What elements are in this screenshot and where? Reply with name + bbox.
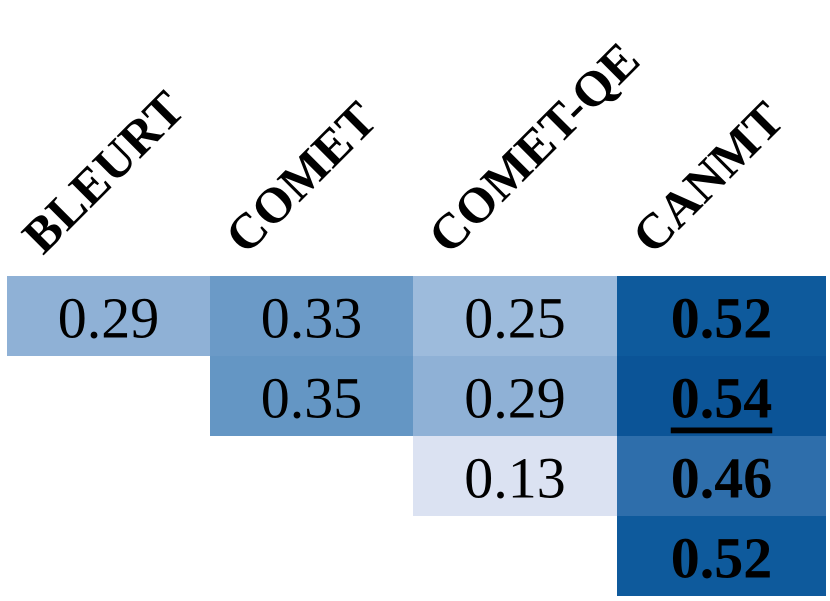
column-header: CANMT — [621, 91, 794, 264]
cell-value: 0.33 — [261, 286, 363, 351]
cell-value: 0.52 — [671, 286, 773, 351]
cell — [413, 436, 617, 516]
cell — [7, 276, 210, 356]
cell-value: 0.54 — [671, 366, 773, 431]
column-header: COMET-QE — [417, 31, 650, 264]
column-header: BLEURT — [11, 80, 195, 264]
cell — [413, 356, 617, 436]
cell-value: 0.29 — [464, 366, 566, 431]
cell — [210, 356, 413, 436]
cell — [413, 276, 617, 356]
cell-value: 0.13 — [464, 446, 566, 511]
column-header: COMET — [214, 91, 387, 264]
cell-value: 0.52 — [671, 526, 773, 591]
cell — [617, 436, 826, 516]
cell — [617, 516, 826, 596]
cell-value: 0.35 — [261, 366, 363, 431]
cell-value: 0.25 — [464, 286, 566, 351]
cell — [617, 356, 826, 436]
cell — [210, 276, 413, 356]
cell-value: 0.46 — [671, 446, 773, 511]
cell-value: 0.29 — [58, 286, 160, 351]
cell — [617, 276, 826, 356]
